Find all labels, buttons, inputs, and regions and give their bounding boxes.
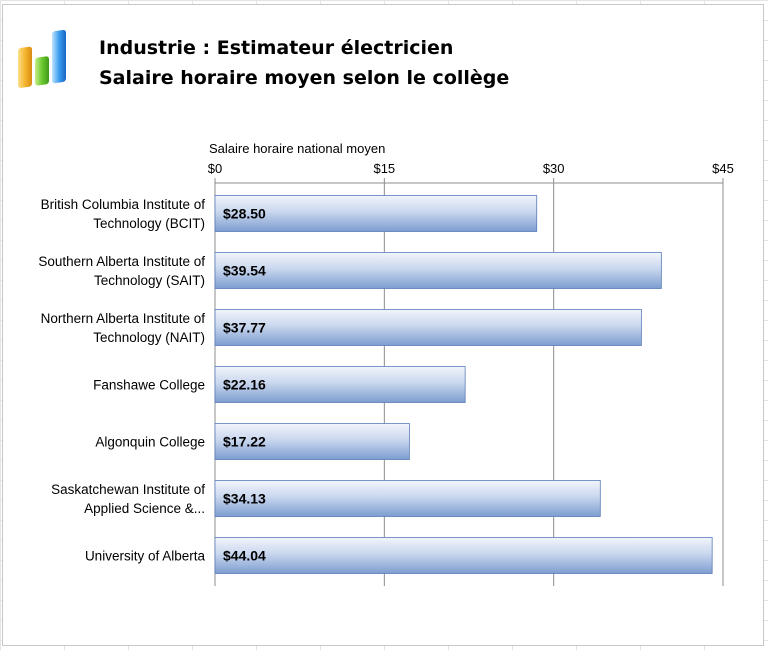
category-label: Southern Alberta Institute of xyxy=(38,254,205,269)
chart-subtitle: Salaire horaire moyen selon le collège xyxy=(99,67,510,89)
bar xyxy=(214,480,601,517)
category-label: Fanshawe College xyxy=(93,378,205,393)
category-label: University of Alberta xyxy=(85,549,206,564)
category-label: Technology (NAIT) xyxy=(93,330,205,345)
category-label: Technology (BCIT) xyxy=(93,216,205,231)
category-label: Technology (SAIT) xyxy=(94,273,205,288)
x-tick-label: $30 xyxy=(543,161,565,176)
data-label: $28.50 xyxy=(223,206,266,222)
category-label: British Columbia Institute of xyxy=(41,197,206,212)
category-label: Northern Alberta Institute of xyxy=(41,311,206,326)
data-label: $44.04 xyxy=(223,548,266,564)
bar xyxy=(214,252,662,289)
data-label: $34.13 xyxy=(223,491,266,507)
x-axis-title: Salaire horaire national moyen xyxy=(209,141,385,156)
bar xyxy=(214,537,713,574)
data-label: $17.22 xyxy=(223,434,266,450)
x-tick-label: $0 xyxy=(208,161,222,176)
chart-title-block: Industrie : Estimateur électricien Salai… xyxy=(99,33,509,93)
data-label: $39.54 xyxy=(223,263,266,279)
chart-title: Industrie : Estimateur électricien xyxy=(99,37,454,59)
data-label: $37.77 xyxy=(223,320,266,336)
bar xyxy=(214,423,410,460)
x-tick-label: $15 xyxy=(373,161,395,176)
data-label: $22.16 xyxy=(223,377,266,393)
category-label: Saskatchewan Institute of xyxy=(51,482,205,497)
bar xyxy=(214,195,538,232)
category-label: Algonquin College xyxy=(95,435,205,450)
x-tick-label: $45 xyxy=(712,161,734,176)
bar xyxy=(214,309,642,346)
bar xyxy=(214,366,466,403)
bar-chart-logo-icon xyxy=(18,29,66,88)
category-label: Applied Science &... xyxy=(84,501,205,516)
